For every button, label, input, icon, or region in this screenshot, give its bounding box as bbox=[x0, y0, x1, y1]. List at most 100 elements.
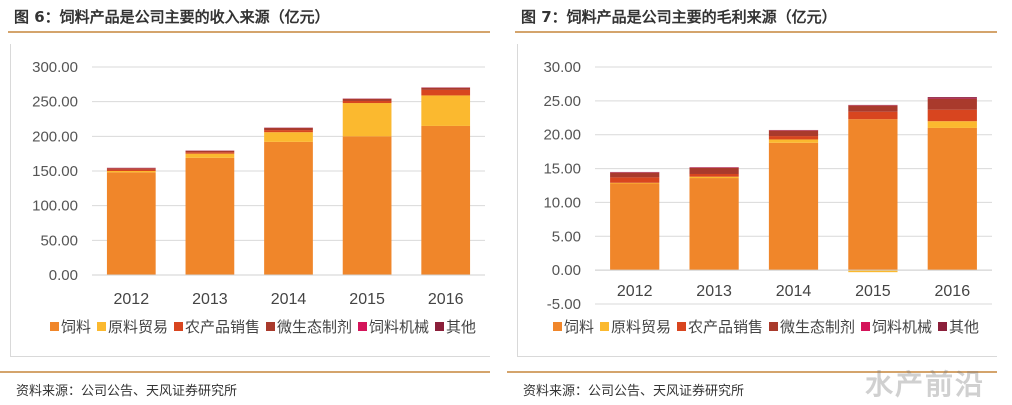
legend-label: 其他 bbox=[949, 318, 979, 336]
y-tick-label: 25.00 bbox=[543, 93, 581, 110]
bar-segment bbox=[927, 97, 977, 99]
source-divider bbox=[507, 371, 997, 373]
y-tick-label: 50.00 bbox=[40, 232, 78, 249]
source-note: 资料来源：公司公告、天风证券研究所 bbox=[16, 384, 238, 399]
legend-swatch bbox=[97, 322, 106, 331]
bar-segment bbox=[689, 178, 739, 271]
legend-swatch bbox=[553, 322, 562, 331]
x-category-label: 2013 bbox=[696, 283, 732, 300]
bar-segment bbox=[106, 168, 156, 170]
x-category-label: 2016 bbox=[428, 291, 464, 308]
legend-label: 原料贸易 bbox=[108, 318, 168, 336]
chart-frame bbox=[10, 44, 490, 357]
y-tick-label: 0.00 bbox=[552, 262, 581, 279]
y-tick-label: 100.00 bbox=[32, 198, 78, 215]
bar-segment bbox=[421, 89, 471, 96]
bar-segment bbox=[768, 142, 819, 271]
bar-segment bbox=[421, 87, 471, 90]
bar-segment bbox=[768, 139, 819, 143]
bar-segment bbox=[768, 136, 819, 140]
bar-segment bbox=[342, 103, 392, 137]
bar-segment bbox=[264, 128, 313, 131]
bar-segment bbox=[185, 157, 235, 275]
bar-segment bbox=[927, 127, 977, 271]
watermark-logo: 水产前沿 bbox=[864, 368, 985, 401]
bar-segment bbox=[264, 132, 313, 142]
legend-label: 原料贸易 bbox=[611, 318, 671, 336]
legend-swatch bbox=[266, 322, 275, 331]
y-tick-label: 10.00 bbox=[543, 194, 581, 211]
y-tick-label: 150.00 bbox=[32, 163, 78, 180]
revenue-stacked-bar-chart: 0.00 50.00 100.00 150.00 200.00 250.00 300.00 2… bbox=[32, 59, 485, 336]
legend-label: 饲料 bbox=[61, 318, 91, 336]
bar-segment bbox=[927, 121, 977, 128]
figure-7-panel: 图 7：饲料产品是公司主要的毛利来源（亿元） -5.00 0.00 5.00 10.0… bbox=[507, 0, 997, 405]
bar-segment bbox=[185, 153, 235, 158]
legend-label: 农产品销售 bbox=[688, 318, 763, 336]
x-category-label: 2016 bbox=[935, 283, 971, 300]
legend-label: 饲料机械 bbox=[369, 318, 429, 336]
y-tick-label: 15.00 bbox=[543, 161, 581, 178]
y-tick-label: 30.00 bbox=[543, 59, 581, 76]
source-divider bbox=[0, 371, 490, 373]
bar-segment bbox=[848, 119, 898, 271]
legend-label: 饲料 bbox=[564, 318, 594, 336]
x-category-label: 2015 bbox=[349, 291, 385, 308]
bar-segment bbox=[927, 98, 977, 110]
figure-6-panel: 图 6：饲料产品是公司主要的收入来源（亿元） 0.00 50.00 100.00 15… bbox=[0, 0, 490, 405]
figure-6-title: 图 6：饲料产品是公司主要的收入来源（亿元） bbox=[14, 8, 330, 26]
bar-segment bbox=[689, 176, 739, 179]
bar-segment bbox=[342, 100, 392, 104]
bar-segment bbox=[689, 173, 739, 177]
bar-segment bbox=[106, 171, 156, 173]
bar-segment bbox=[106, 172, 156, 275]
y-tick-label: 20.00 bbox=[543, 127, 581, 144]
bar-segment bbox=[610, 172, 660, 178]
legend-swatch bbox=[938, 322, 947, 331]
bar-segment bbox=[185, 152, 235, 154]
x-category-label: 2014 bbox=[776, 283, 812, 300]
legend-swatch bbox=[358, 322, 367, 331]
bar-segment bbox=[342, 136, 392, 275]
bar-segment bbox=[927, 109, 977, 122]
y-tick-label: 5.00 bbox=[552, 228, 581, 245]
title-divider bbox=[8, 31, 490, 33]
legend-label: 农产品销售 bbox=[185, 318, 260, 336]
bar-segment bbox=[610, 183, 660, 271]
y-tick-label: 0.00 bbox=[49, 267, 78, 284]
y-tick-label: 200.00 bbox=[32, 128, 78, 145]
legend-label: 饲料机械 bbox=[872, 318, 932, 336]
chart-frame bbox=[517, 44, 997, 357]
legend-swatch bbox=[600, 322, 609, 331]
bar-segment bbox=[106, 169, 156, 171]
y-tick-label: 250.00 bbox=[32, 94, 78, 111]
bar-segment bbox=[768, 130, 819, 137]
legend-swatch bbox=[50, 322, 59, 331]
legend-label: 微生态制剂 bbox=[277, 318, 352, 336]
x-category-label: 2014 bbox=[271, 291, 307, 308]
title-divider bbox=[515, 31, 997, 33]
y-tick-label: 300.00 bbox=[32, 59, 78, 76]
bar-segment bbox=[848, 270, 898, 273]
x-category-label: 2013 bbox=[192, 291, 228, 308]
x-category-label: 2012 bbox=[114, 291, 150, 308]
gross-profit-stacked-bar-chart: -5.00 0.00 5.00 10.00 15.00 20.00 25.00 30.00 20… bbox=[543, 59, 992, 336]
bar-segment bbox=[342, 98, 392, 101]
legend-label: 微生态制剂 bbox=[780, 318, 855, 336]
y-tick-label: -5.00 bbox=[547, 296, 581, 313]
bar-segment bbox=[610, 177, 660, 183]
bar-segment bbox=[185, 150, 235, 153]
legend-swatch bbox=[435, 322, 444, 331]
legend-swatch bbox=[769, 322, 778, 331]
bar-segment bbox=[610, 182, 660, 184]
bar-segment bbox=[264, 130, 313, 133]
figure-7-title: 图 7：饲料产品是公司主要的毛利来源（亿元） bbox=[521, 8, 837, 26]
bar-segment bbox=[421, 125, 471, 275]
x-category-label: 2012 bbox=[617, 283, 653, 300]
source-note: 资料来源：公司公告、天风证券研究所 bbox=[523, 384, 745, 399]
legend-label: 其他 bbox=[446, 318, 476, 336]
x-category-label: 2015 bbox=[855, 283, 891, 300]
bar-segment bbox=[421, 95, 471, 126]
legend-swatch bbox=[861, 322, 870, 331]
bar-segment bbox=[264, 141, 313, 275]
